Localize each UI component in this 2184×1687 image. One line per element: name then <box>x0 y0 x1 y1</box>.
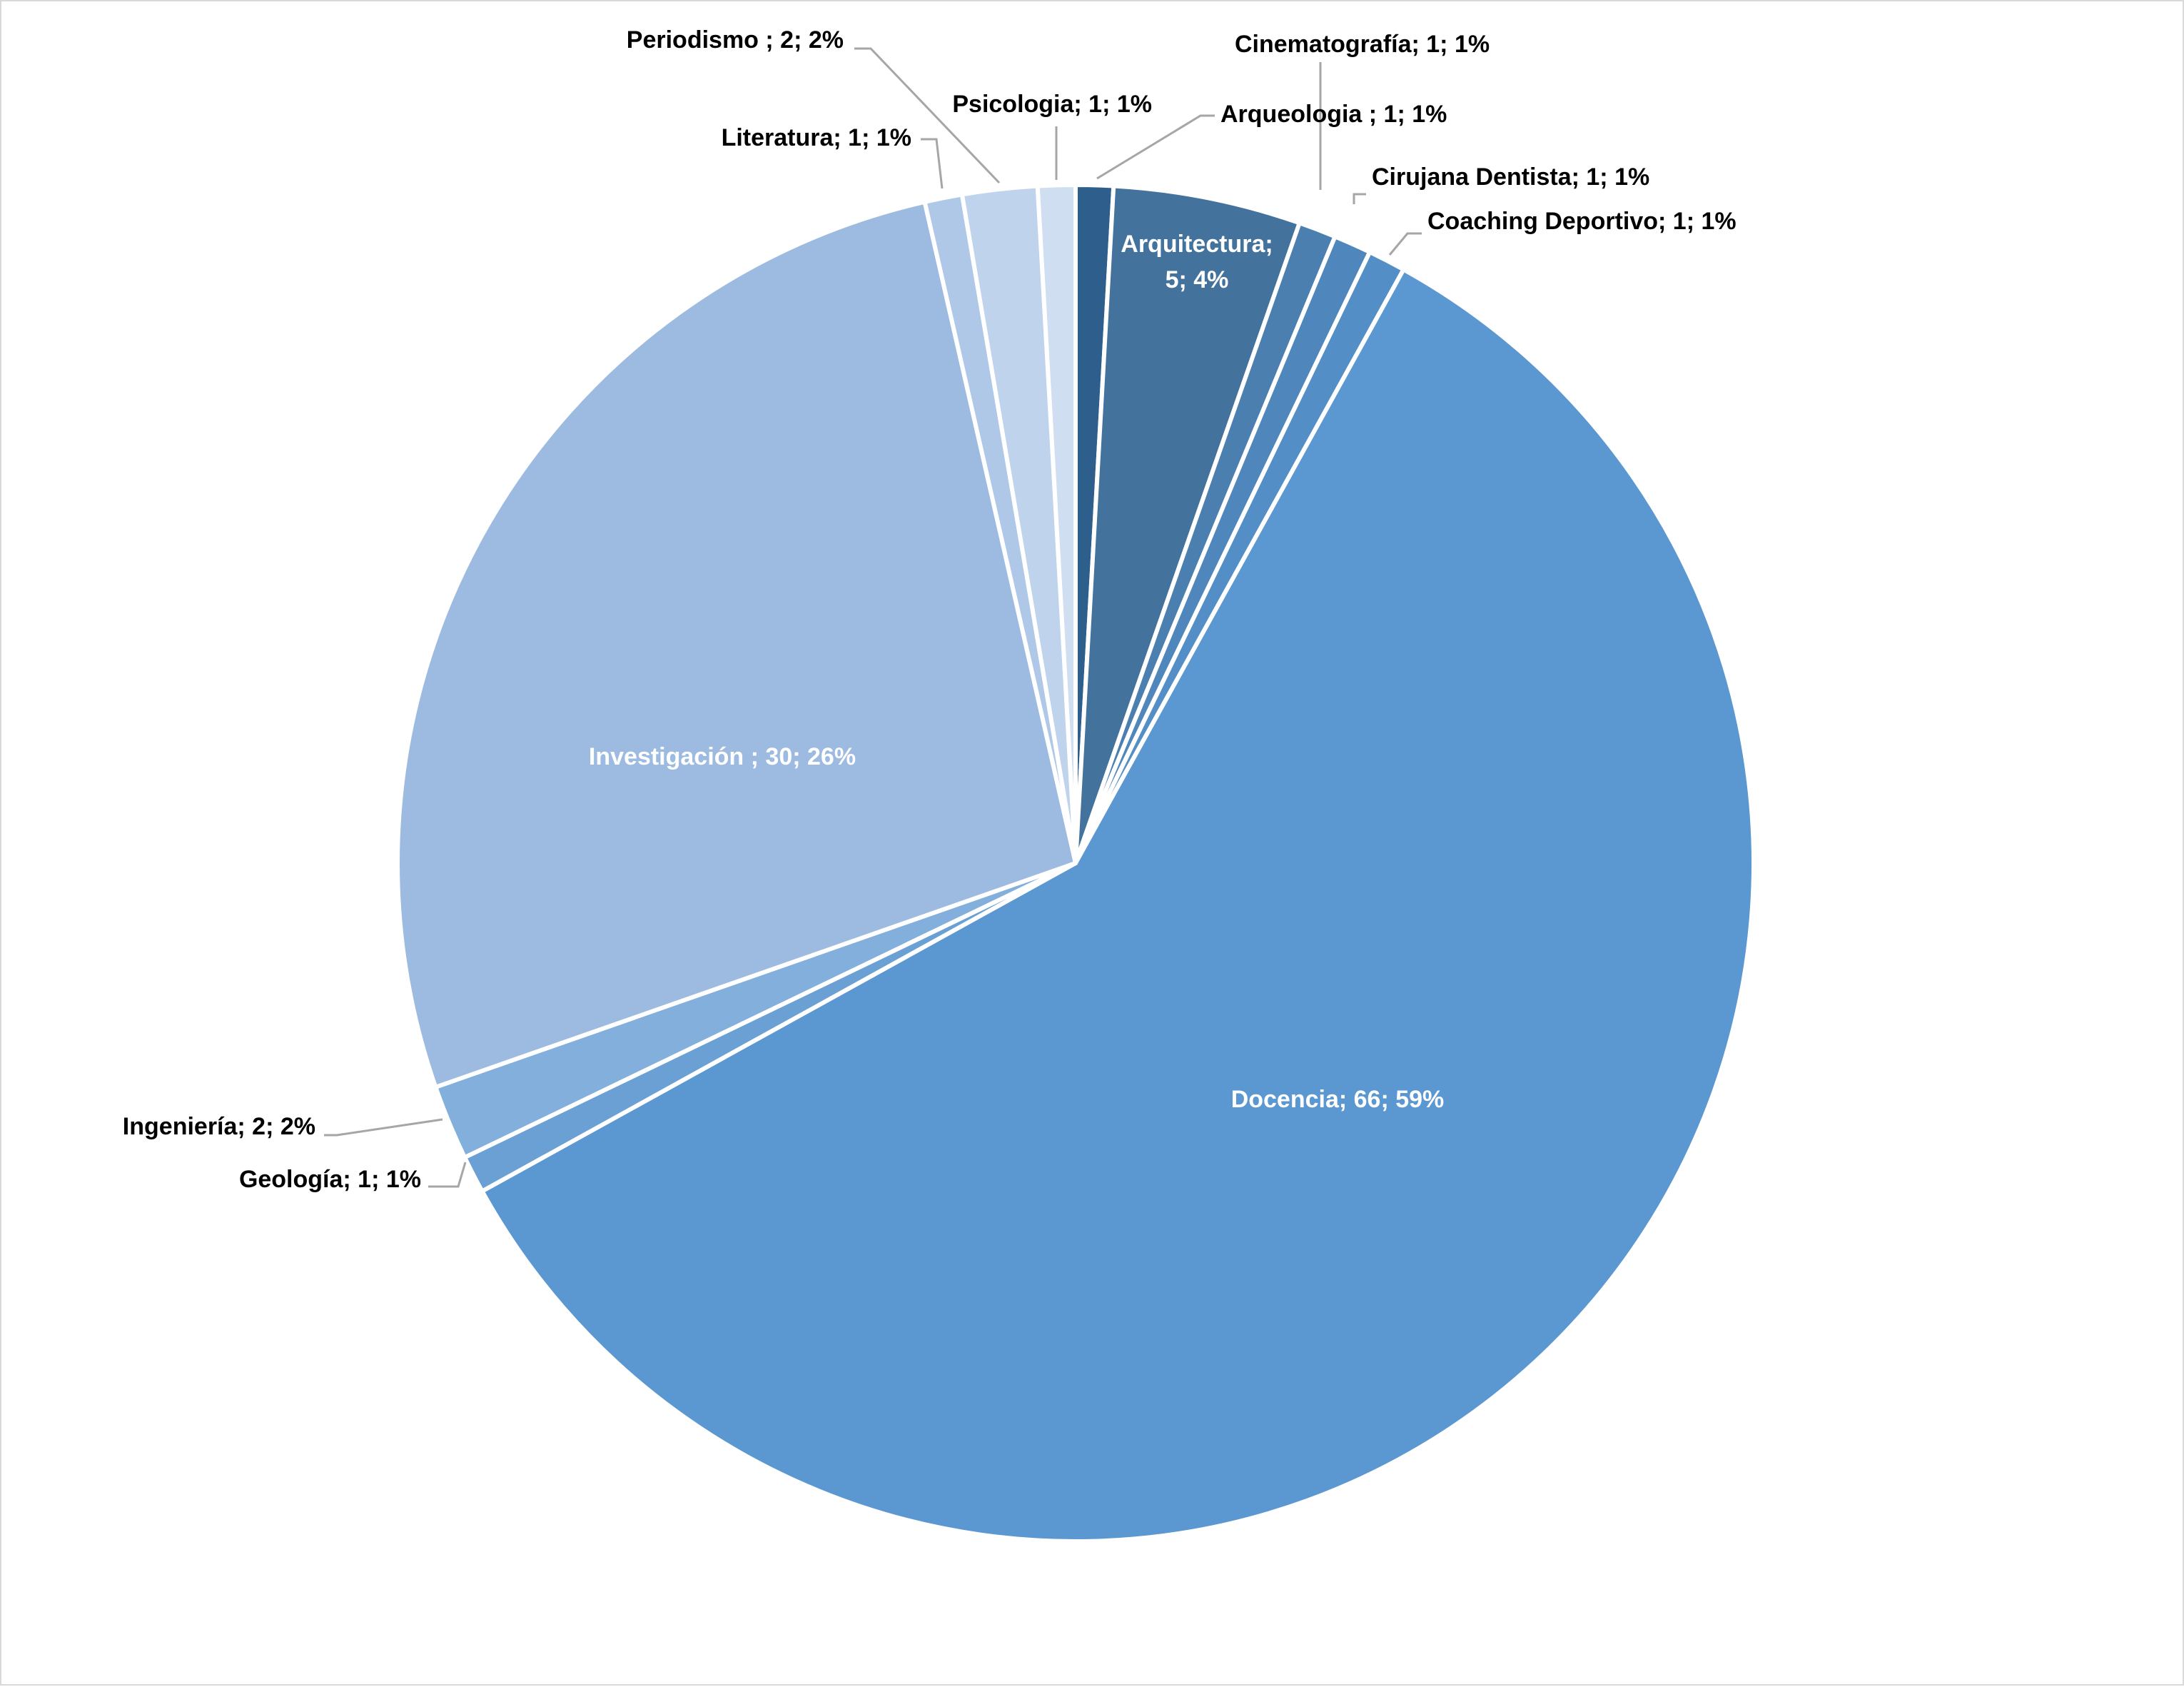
leader-line-periodismo <box>854 47 1001 184</box>
data-label-literatura: Literatura; 1; 1% <box>722 124 911 151</box>
data-label-ingenieria: Ingeniería; 2; 2% <box>123 1113 315 1140</box>
leader-line-arqueologia <box>1096 114 1215 180</box>
leader-line-literatura <box>921 138 944 189</box>
data-label-cirujana-dentista: Cirujana Dentista; 1; 1% <box>1372 163 1649 191</box>
leader-line-ingenieria <box>324 1118 443 1137</box>
pie-slice-arquitectura <box>1073 183 1302 865</box>
pie-slice-investigacion <box>395 199 1078 1089</box>
data-label-line: Arquitectura; <box>1121 231 1273 258</box>
data-label-line: 5; 4% <box>1166 266 1229 293</box>
data-label-docencia: Docencia; 66; 59% <box>1231 1086 1445 1113</box>
leader-line-geologia <box>428 1162 467 1188</box>
data-label-geologia: Geología; 1; 1% <box>239 1166 421 1193</box>
data-label-psicologia: Psicologia; 1; 1% <box>952 91 1152 118</box>
data-label-cinematografia: Cinematografía; 1; 1% <box>1235 31 1490 58</box>
pie-slice-psicologia <box>1035 182 1078 865</box>
leader-line-coaching-deportivo <box>1388 232 1422 256</box>
pie-slice-docencia <box>480 267 1756 1544</box>
leader-line-cirujana-dentista <box>1353 193 1366 204</box>
data-label-arqueologia: Arqueologia ; 1; 1% <box>1220 101 1447 128</box>
data-label-investigacion: Investigación ; 30; 26% <box>589 743 856 770</box>
data-label-periodismo: Periodismo ; 2; 2% <box>627 26 844 54</box>
data-label-coaching-deportivo: Coaching Deportivo; 1; 1% <box>1427 208 1736 235</box>
data-label-arquitectura: Arquitectura; 5; 4% <box>1121 231 1273 293</box>
